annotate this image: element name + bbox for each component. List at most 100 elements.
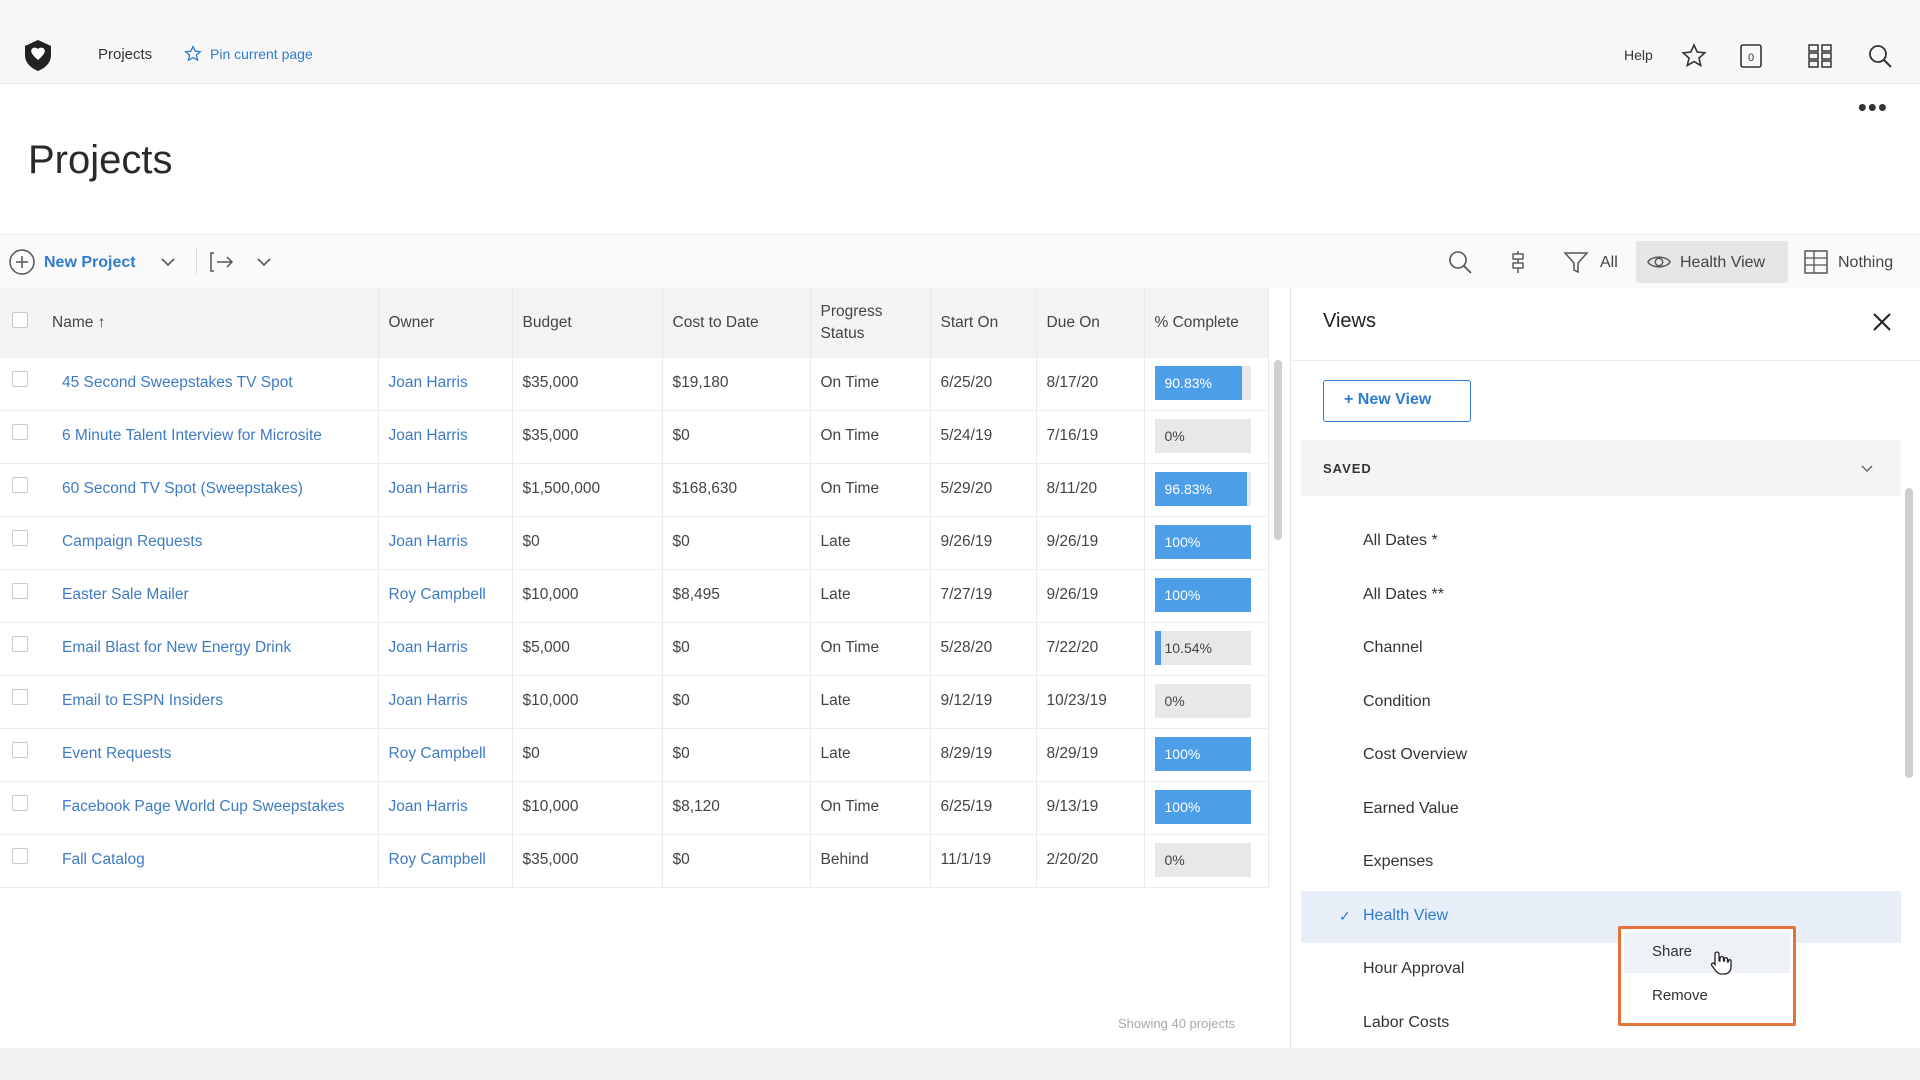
owner-cell[interactable]: Joan Harris (378, 410, 513, 464)
table-row[interactable]: 6 Minute Talent Interview for Microsite J… (0, 410, 1269, 464)
pin-icon[interactable] (184, 45, 202, 63)
table-row[interactable]: Fall Catalog Roy Campbell $35,000 $0 Behind 1… (0, 834, 1269, 888)
export-icon[interactable] (208, 248, 236, 276)
new-project-button[interactable]: New Project (44, 254, 136, 271)
row-checkbox[interactable] (12, 795, 28, 811)
saved-view-item[interactable]: Earned Value (1301, 784, 1901, 836)
owner-cell[interactable]: Joan Harris (378, 358, 513, 411)
start-on-cell: 6/25/20 (930, 358, 1037, 411)
table-row[interactable]: Event Requests Roy Campbell $0 $0 Late 8/29/1… (0, 728, 1269, 782)
project-name-cell[interactable]: Campaign Requests (52, 516, 379, 570)
views-scrollbar[interactable] (1905, 488, 1913, 778)
owner-cell[interactable]: Roy Campbell (378, 569, 513, 623)
chevron-down-icon[interactable] (1859, 460, 1875, 476)
row-checkbox[interactable] (12, 371, 28, 387)
start-on-cell: 11/1/19 (930, 834, 1037, 888)
percent-complete-cell: 96.83% (1144, 463, 1269, 517)
apps-grid-icon[interactable] (1806, 42, 1834, 70)
column-header-due-on[interactable]: Due On (1036, 288, 1145, 358)
project-name-cell[interactable]: Facebook Page World Cup Sweepstakes (52, 781, 379, 835)
row-checkbox[interactable] (12, 424, 28, 440)
column-header-cost-to-date[interactable]: Cost to Date (662, 288, 811, 358)
project-name-cell[interactable]: Email to ESPN Insiders (52, 675, 379, 729)
chevron-down-icon[interactable] (154, 248, 182, 276)
owner-cell[interactable]: Joan Harris (378, 781, 513, 835)
table-row[interactable]: Campaign Requests Joan Harris $0 $0 Late 9/26… (0, 516, 1269, 570)
row-checkbox[interactable] (12, 742, 28, 758)
table-scrollbar[interactable] (1274, 360, 1282, 540)
column-header-budget[interactable]: Budget (512, 288, 663, 358)
table-row[interactable]: Facebook Page World Cup Sweepstakes Joan … (0, 781, 1269, 835)
row-checkbox[interactable] (12, 530, 28, 546)
saved-view-item[interactable]: All Dates * (1301, 516, 1901, 568)
progress-status-cell: Late (810, 675, 931, 729)
saved-view-item[interactable]: Hour Approval (1301, 944, 1901, 996)
pin-current-page-link[interactable]: Pin current page (210, 46, 313, 62)
saved-view-item[interactable]: All Dates ** (1301, 570, 1901, 622)
breadcrumb-projects[interactable]: Projects (98, 46, 153, 63)
row-checkbox[interactable] (12, 636, 28, 652)
share-menu-item[interactable]: Share (1624, 933, 1790, 973)
logo-icon[interactable] (22, 38, 54, 72)
project-name-cell[interactable]: Event Requests (52, 728, 379, 782)
views-panel-title: Views (1323, 310, 1376, 332)
saved-view-item[interactable]: Cost Overview (1301, 730, 1901, 782)
table-row[interactable]: Easter Sale Mailer Roy Campbell $10,000 $8,… (0, 569, 1269, 623)
add-circle-icon[interactable] (8, 248, 36, 276)
project-name-cell[interactable]: 6 Minute Talent Interview for Microsite (52, 410, 379, 464)
column-header-progress-status[interactable]: Progress Status (810, 288, 931, 358)
group-label[interactable]: Nothing (1838, 254, 1894, 271)
cost-to-date-cell: $19,180 (662, 358, 811, 411)
owner-cell[interactable]: Roy Campbell (378, 834, 513, 888)
owner-cell[interactable]: Joan Harris (378, 516, 513, 570)
remove-menu-item[interactable]: Remove (1624, 977, 1790, 1017)
search-icon[interactable] (1866, 42, 1894, 70)
export-chevron-down-icon[interactable] (250, 248, 278, 276)
row-checkbox[interactable] (12, 848, 28, 864)
saved-view-item[interactable]: ✓ Health View (1301, 890, 1901, 943)
row-checkbox[interactable] (12, 689, 28, 705)
saved-view-label: All Dates ** (1363, 585, 1444, 603)
owner-cell[interactable]: Joan Harris (378, 675, 513, 729)
saved-view-item[interactable]: Channel (1301, 623, 1901, 675)
project-name-cell[interactable]: 60 Second TV Spot (Sweepstakes) (52, 463, 379, 517)
column-header-owner[interactable]: Owner (378, 288, 513, 358)
table-row[interactable]: Email Blast for New Energy Drink Joan Har… (0, 622, 1269, 676)
settings-sliders-icon[interactable] (1504, 248, 1532, 276)
due-on-cell: 2/20/20 (1036, 834, 1145, 888)
saved-view-item[interactable]: Condition (1301, 677, 1901, 729)
new-view-button[interactable]: + New View (1323, 380, 1471, 422)
saved-view-item[interactable]: Expenses (1301, 837, 1901, 889)
owner-cell[interactable]: Roy Campbell (378, 728, 513, 782)
help-link[interactable]: Help (1624, 47, 1653, 63)
column-header-name[interactable]: Name ↑ (52, 288, 379, 358)
more-options-icon[interactable]: ••• (1857, 92, 1888, 122)
project-name-cell[interactable]: Easter Sale Mailer (52, 569, 379, 623)
row-checkbox[interactable] (12, 583, 28, 599)
project-name-cell[interactable]: 45 Second Sweepstakes TV Spot (52, 358, 379, 411)
start-on-cell: 5/28/20 (930, 622, 1037, 676)
row-checkbox[interactable] (12, 477, 28, 493)
table-row[interactable]: 45 Second Sweepstakes TV Spot Joan Harris… (0, 358, 1269, 411)
group-icon[interactable] (1802, 248, 1830, 276)
column-header-start-on[interactable]: Start On (930, 288, 1037, 358)
close-icon[interactable] (1870, 310, 1894, 334)
select-all-checkbox[interactable] (12, 311, 28, 328)
owner-cell[interactable]: Joan Harris (378, 622, 513, 676)
percent-complete-bar: 100% (1154, 737, 1251, 771)
project-name-cell[interactable]: Fall Catalog (52, 834, 379, 888)
filter-label[interactable]: All (1600, 254, 1618, 271)
project-name-cell[interactable]: Email Blast for New Energy Drink (52, 622, 379, 676)
health-view-button[interactable]: Health View (1636, 241, 1788, 283)
owner-cell[interactable]: Joan Harris (378, 463, 513, 517)
notifications-icon[interactable]: 0 (1737, 42, 1765, 70)
table-search-icon[interactable] (1446, 248, 1474, 276)
saved-section-header[interactable]: SAVED (1301, 440, 1901, 496)
favorites-star-icon[interactable] (1680, 42, 1708, 70)
saved-view-item[interactable]: Labor Costs (1301, 998, 1901, 1050)
percent-complete-label: 0% (1164, 428, 1185, 444)
table-row[interactable]: 60 Second TV Spot (Sweepstakes) Joan Harr… (0, 463, 1269, 517)
filter-icon[interactable] (1562, 248, 1590, 276)
column-header-percent-complete[interactable]: % Complete (1144, 288, 1269, 358)
table-row[interactable]: Email to ESPN Insiders Joan Harris $10,000… (0, 675, 1269, 729)
